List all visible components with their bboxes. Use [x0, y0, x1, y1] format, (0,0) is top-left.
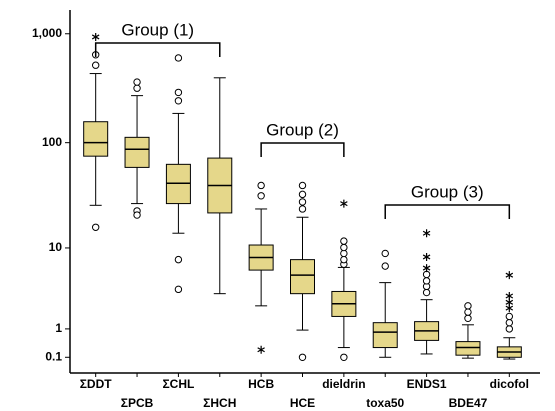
outlier-point: [381, 262, 389, 270]
extreme-point: [91, 32, 100, 41]
group-label: Group (3): [411, 182, 484, 201]
x-tick-label: ENDS1: [407, 377, 447, 391]
outlier-point: [91, 61, 100, 69]
outlier-point: [340, 243, 348, 252]
box: [124, 136, 150, 168]
outlier-point: [298, 205, 307, 213]
x-tick-label: ΣHCH: [203, 396, 236, 410]
x-tick-label: HCE: [290, 396, 315, 410]
x-tick-label: BDE47: [449, 396, 488, 410]
extreme-point: [505, 271, 514, 280]
group-bracket: [260, 142, 345, 157]
outlier-point: [298, 198, 307, 206]
extreme-point: [422, 252, 431, 261]
box: [372, 322, 398, 349]
outlier-point: [505, 318, 514, 327]
group-label: Group (1): [121, 20, 194, 39]
extreme-point: [257, 345, 265, 354]
box: [83, 121, 109, 157]
y-tick-label: 1,000: [32, 26, 62, 40]
outlier-point: [133, 84, 141, 92]
y-tick-label: 100: [42, 135, 62, 149]
x-tick-label: dicofol: [490, 377, 529, 391]
group-bracket: [94, 42, 221, 57]
x-tick-label: ΣCHL: [162, 377, 194, 391]
y-tick-label: 1: [55, 321, 62, 335]
outlier-point: [505, 325, 514, 333]
extreme-point: [422, 264, 431, 273]
extreme-point: [505, 291, 514, 300]
x-tick-label: ΣDDT: [80, 377, 113, 391]
outlier-point: [174, 54, 183, 62]
outlier-point: [505, 312, 514, 321]
group-bracket: [384, 204, 511, 219]
outlier-point: [381, 249, 389, 258]
outlier-point: [464, 308, 472, 316]
box: [455, 341, 481, 356]
outlier-point: [257, 192, 265, 200]
outlier-point: [464, 302, 472, 310]
outlier-point: [174, 255, 183, 264]
outlier-point: [298, 181, 307, 190]
x-tick-label: toxa50: [366, 396, 404, 410]
outlier-point: [133, 211, 141, 219]
extreme-point: [422, 229, 431, 238]
outlier-point: [422, 270, 431, 279]
outlier-point: [257, 181, 265, 190]
outlier-point: [174, 97, 183, 105]
outlier-point: [340, 255, 348, 264]
outlier-point: [298, 353, 307, 361]
outlier-point: [464, 314, 472, 322]
outlier-point: [340, 353, 348, 361]
outlier-point: [174, 88, 183, 97]
y-tick-label: 10: [49, 240, 63, 254]
outlier-point: [298, 190, 307, 199]
outlier-point: [340, 237, 348, 245]
group-label: Group (2): [266, 120, 339, 139]
outlier-point: [174, 285, 183, 294]
extreme-point: [340, 199, 348, 208]
x-tick-label: HCB: [248, 377, 274, 391]
outlier-point: [133, 78, 141, 86]
box: [290, 259, 315, 295]
x-tick-label: ΣPCB: [121, 396, 154, 410]
outlier-point: [422, 277, 431, 285]
outlier-point: [422, 288, 431, 297]
y-tick-label: 0.1: [45, 349, 62, 363]
outlier-point: [91, 223, 100, 231]
x-tick-label: dieldrin: [322, 377, 365, 391]
